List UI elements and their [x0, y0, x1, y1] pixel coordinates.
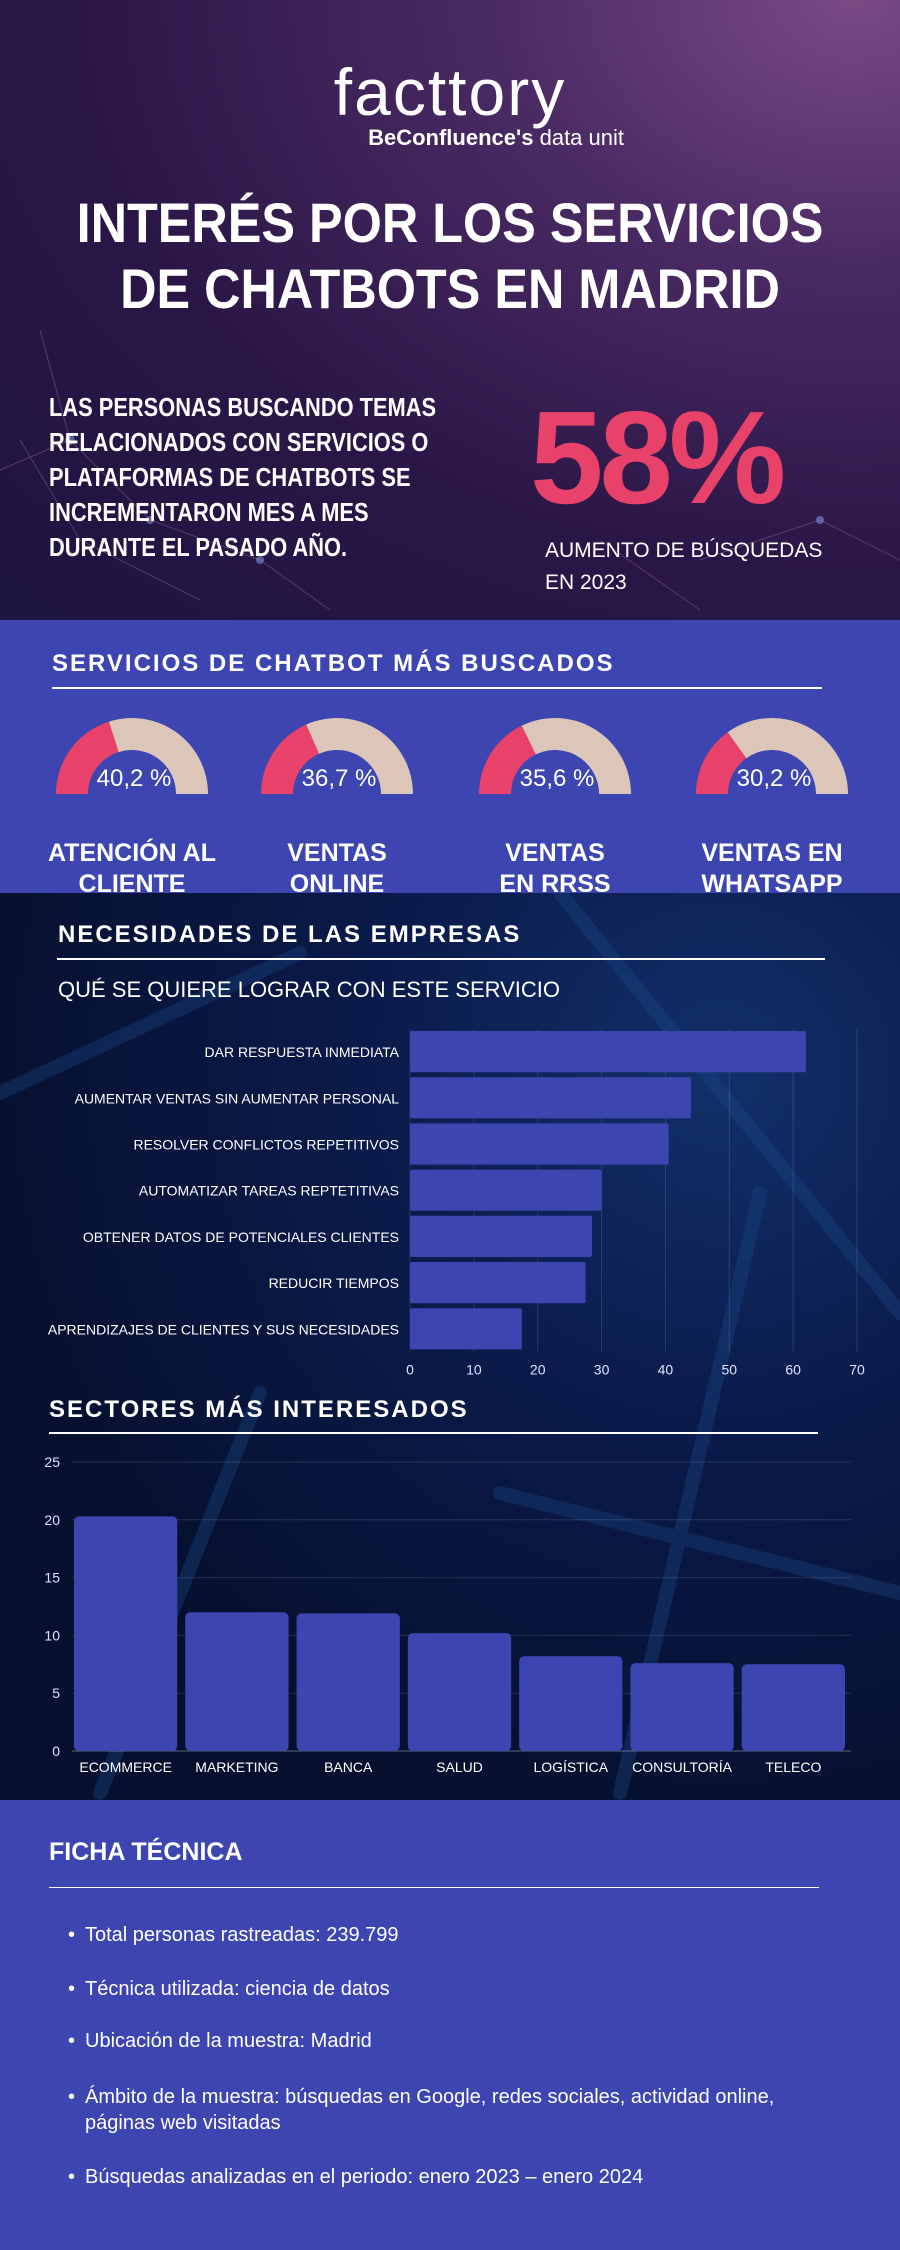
category-label: MARKETING	[195, 1759, 278, 1775]
x-tick-label: 50	[721, 1361, 737, 1377]
x-tick-label: 0	[406, 1361, 414, 1377]
section-title: NECESIDADES DE LAS EMPRESAS	[58, 921, 522, 948]
gauge-label: ATENCIÓN AL	[48, 837, 216, 867]
x-tick-label: 60	[785, 1361, 801, 1377]
bar	[630, 1663, 734, 1751]
section-title: SERVICIOS DE CHATBOT MÁS BUSCADOS	[52, 650, 615, 677]
gauge-value-arc	[479, 725, 536, 794]
gauge-value-label: 40,2 %	[97, 765, 172, 792]
category-label: AUMENTAR VENTAS SIN AUMENTAR PERSONAL	[75, 1090, 400, 1106]
gauge-rest-arc	[108, 718, 208, 794]
facttory-logo: facttory	[333, 55, 567, 129]
y-tick-label: 0	[52, 1743, 60, 1759]
divider	[52, 687, 822, 689]
category-label: DAR RESPUESTA INMEDIATA	[205, 1044, 400, 1060]
x-tick-label: 40	[658, 1361, 674, 1377]
bar	[410, 1262, 586, 1304]
y-tick-label: 5	[52, 1685, 60, 1701]
page-title: INTERÉS POR LOS SERVICIOS DE CHATBOTS EN …	[76, 191, 824, 320]
gauge-value-label: 35,6 %	[520, 765, 595, 792]
section-title: SECTORES MÁS INTERESADOS	[49, 1396, 469, 1423]
bar	[410, 1215, 592, 1257]
gauge-value-label: 30,2 %	[737, 765, 812, 792]
x-tick-label: 70	[849, 1361, 865, 1377]
bar	[296, 1613, 400, 1751]
y-tick-label: 20	[44, 1512, 60, 1528]
gauge-label: VENTAS	[287, 839, 387, 867]
gauge-rest-arc	[521, 718, 631, 794]
category-label: TELECO	[765, 1759, 821, 1775]
gauge	[261, 718, 413, 794]
category-label: OBTENER DATOS DE POTENCIALES CLIENTES	[83, 1229, 399, 1245]
bar	[410, 1031, 806, 1073]
gauge-label: VENTAS EN	[701, 839, 842, 867]
category-label: SALUD	[436, 1759, 483, 1775]
category-label: AUTOMATIZAR TAREAS REPTETITIVAS	[139, 1183, 399, 1199]
y-tick-label: 25	[44, 1454, 60, 1470]
category-label: LOGÍSTICA	[533, 1759, 608, 1775]
category-label: APRENDIZAJES DE CLIENTES Y SUS NECESIDAD…	[48, 1321, 399, 1337]
gauge	[56, 718, 208, 794]
gauge-label: WHATSAPP	[701, 870, 842, 893]
y-tick-label: 15	[44, 1570, 60, 1586]
category-label: REDUCIR TIEMPOS	[269, 1275, 399, 1291]
gauge-value-label: 36,7 %	[302, 765, 377, 792]
gauge-label: EN RRSS	[499, 870, 610, 893]
bar	[74, 1516, 178, 1751]
category-label: BANCA	[324, 1759, 373, 1775]
gauge-value-arc	[696, 732, 747, 794]
list-item: Ubicación de la muestra: Madrid	[68, 2028, 848, 2054]
bar	[185, 1612, 289, 1751]
x-tick-label: 30	[594, 1361, 610, 1377]
bar	[410, 1077, 691, 1119]
list-item: Ámbito de la muestra: búsquedas en Googl…	[68, 2084, 848, 2136]
gauge	[696, 718, 848, 794]
bar	[410, 1123, 669, 1165]
bar	[410, 1169, 602, 1211]
gauge-value-arc	[56, 721, 119, 794]
gauge-label: VENTAS	[505, 839, 605, 867]
gauge-rest-arc	[306, 718, 413, 794]
list-item: Búsquedas analizadas en el periodo: ener…	[68, 2164, 848, 2190]
bar	[407, 1633, 512, 1751]
divider	[49, 1432, 818, 1434]
header-section: facttory BeConfluence's data unit INTERÉ…	[0, 0, 900, 620]
bar	[410, 1308, 522, 1350]
gauges: 40,2 % ATENCIÓN AL CLIENTE 36,7 % VENTAS ONLI…	[48, 718, 848, 893]
bar	[519, 1656, 623, 1751]
section-subtitle: QUÉ SE QUIERE LOGRAR CON ESTE SERVICIO	[58, 977, 561, 1002]
bar	[741, 1664, 845, 1751]
list-item: Técnica utilizada: ciencia de datos	[68, 1976, 848, 2002]
network-background-graphic	[0, 329, 900, 611]
y-tick-label: 10	[44, 1627, 60, 1643]
x-tick-label: 20	[530, 1361, 546, 1377]
category-label: ECOMMERCE	[79, 1759, 172, 1775]
divider	[49, 1887, 819, 1888]
needs-and-sectors-section: NECESIDADES DE LAS EMPRESAS QUÉ SE QUIER…	[0, 893, 900, 1800]
gauge-rest-arc	[727, 718, 848, 794]
lead-text: LAS PERSONAS BUSCANDO TEMAS RELACIONADOS …	[49, 392, 437, 562]
section-title: FICHA TÉCNICA	[49, 1838, 243, 1866]
gauge-value-arc	[261, 724, 320, 794]
gauge	[479, 718, 631, 794]
gauge-label: CLIENTE	[79, 870, 186, 893]
stat-caption: AUMENTO DE BÚSQUEDAS EN 2023	[545, 539, 823, 594]
services-section: SERVICIOS DE CHATBOT MÁS BUSCADOS 40,2 %…	[0, 620, 900, 893]
divider	[57, 958, 825, 960]
stat-value: 58%	[530, 384, 786, 531]
category-label: CONSULTORÍA	[632, 1759, 732, 1775]
category-label: RESOLVER CONFLICTOS REPETITIVOS	[133, 1137, 399, 1153]
x-tick-label: 10	[466, 1361, 482, 1377]
logo-subtitle: BeConfluence's data unit	[368, 125, 624, 150]
list-item: Total personas rastreadas: 239.799	[68, 1922, 848, 1948]
ficha-tecnica-section: FICHA TÉCNICA Total personas rastreadas:…	[0, 1800, 900, 2250]
gauge-label: ONLINE	[290, 870, 384, 893]
